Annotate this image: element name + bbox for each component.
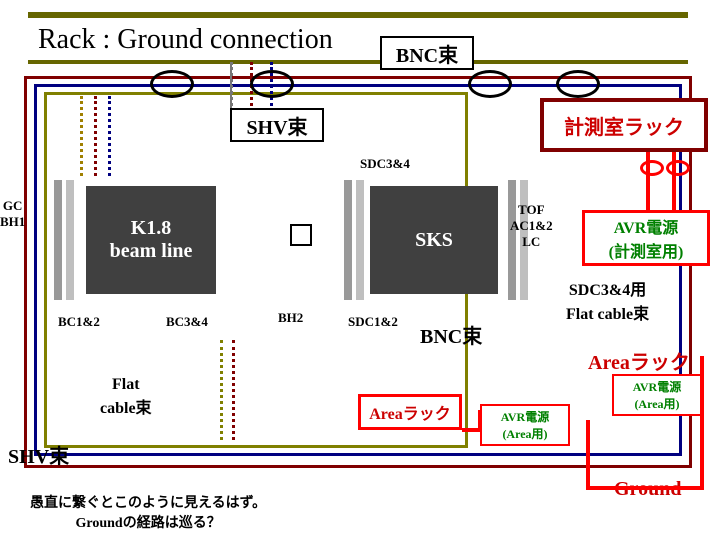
- tof-label: TOFAC1&2LC: [510, 202, 553, 250]
- connection-oval: [250, 70, 294, 98]
- bc12-label: BC1&2: [58, 314, 100, 330]
- dotted-drop: [232, 340, 235, 440]
- page-title: Rack : Ground connection: [38, 24, 333, 56]
- connection-oval: [640, 160, 664, 176]
- bnc-top-box: BNC束: [380, 36, 474, 70]
- flat-cable-label: Flatcable束: [100, 376, 152, 418]
- connector-seg: [672, 152, 676, 210]
- area-rack-right-label: Areaラック: [588, 346, 690, 375]
- cable-stripe: [54, 180, 62, 300]
- bh2-label: BH2: [278, 310, 303, 326]
- sdc12-label: SDC1&2: [348, 314, 398, 330]
- connection-oval: [468, 70, 512, 98]
- avr-meas-box: AVR電源(計測室用): [582, 210, 710, 266]
- sks-box: SKS: [370, 186, 498, 294]
- connection-oval: [556, 70, 600, 98]
- connection-oval: [150, 70, 194, 98]
- bnc-mid-label: BNC束: [420, 320, 482, 349]
- cable-stripe: [356, 180, 364, 300]
- junction-box: [290, 224, 312, 246]
- avr-area-right-box: AVR電源(Area用): [612, 374, 702, 416]
- cable-stripe: [66, 180, 74, 300]
- area-rack-mid-box: Areaラック: [358, 394, 462, 430]
- title-underline-top: [28, 12, 688, 18]
- shv-bottom-label: SHV束: [8, 440, 69, 469]
- cable-stripe: [344, 180, 352, 300]
- title-underline-bot: [28, 60, 688, 64]
- connector-seg: [586, 486, 704, 490]
- meas-room-rack-box: 計測室ラック: [540, 98, 708, 152]
- bc34-label: BC3&4: [166, 314, 208, 330]
- avr-area-mid-box: AVR電源(Area用): [480, 404, 570, 446]
- footnote-label: 愚直に繋ぐとこのように見えるはず。Groundの経路は巡る？: [30, 492, 266, 532]
- dotted-line: [230, 62, 233, 112]
- connection-oval: [666, 160, 690, 176]
- dotted-drop: [94, 96, 97, 176]
- dotted-drop: [80, 96, 83, 176]
- connector-seg: [700, 356, 704, 486]
- sdc34-label: SDC3&4: [360, 156, 410, 172]
- sdc34-flat-label: SDC3&4用Flat cable束: [566, 276, 649, 324]
- connector-seg: [478, 410, 482, 430]
- shv-top-box: SHV束: [230, 108, 324, 142]
- connector-seg: [586, 420, 590, 486]
- dotted-drop: [220, 340, 223, 440]
- connector-seg: [646, 152, 650, 210]
- dotted-drop: [108, 96, 111, 176]
- gc-bh1-label: GCBH1: [0, 198, 25, 230]
- k18-box: K1.8beam line: [86, 186, 216, 294]
